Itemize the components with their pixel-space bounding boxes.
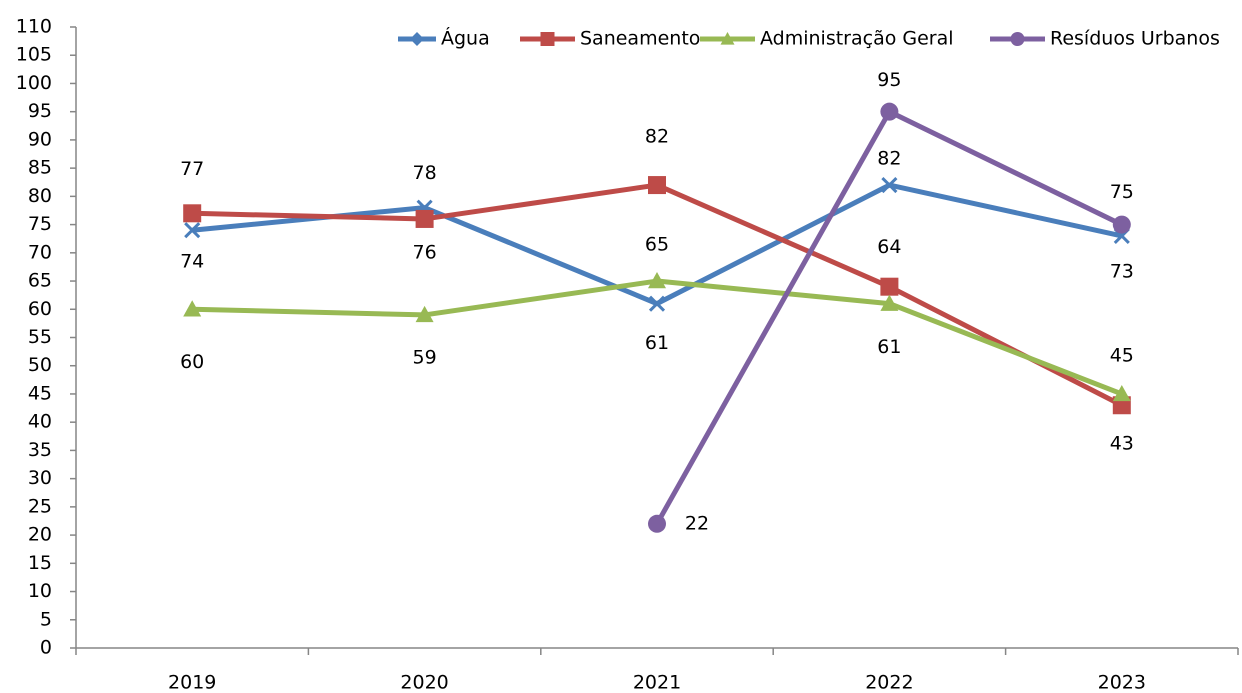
data-label: 95 — [877, 69, 901, 91]
y-tick-label: 35 — [28, 439, 52, 461]
y-tick-label: 110 — [16, 16, 52, 38]
y-tick-label: 10 — [28, 580, 52, 602]
data-label: 43 — [1110, 433, 1134, 455]
point — [648, 514, 666, 533]
data-label: 65 — [645, 234, 669, 256]
legend-label: Água — [441, 27, 490, 50]
x-tick-label: 2020 — [400, 672, 448, 693]
point — [648, 272, 666, 289]
data-label: 77 — [180, 158, 204, 180]
legend-marker — [410, 32, 424, 46]
point — [880, 294, 899, 311]
x-tick-label: 2019 — [168, 672, 216, 693]
y-tick-label: 65 — [28, 270, 52, 292]
data-label: 74 — [180, 251, 204, 273]
x-tick-label: 2022 — [865, 672, 913, 693]
y-tick-label: 80 — [28, 185, 52, 207]
y-tick-label: 85 — [28, 157, 52, 179]
point — [183, 300, 202, 317]
point — [648, 295, 666, 312]
y-tick-label: 20 — [28, 524, 52, 546]
legend-label: Resíduos Urbanos — [1050, 28, 1220, 50]
legend-marker — [720, 32, 735, 45]
y-tick-label: 95 — [28, 100, 52, 122]
y-tick-label: 75 — [28, 213, 52, 235]
y-tick-label: 25 — [28, 495, 52, 517]
data-label: 76 — [413, 241, 437, 263]
data-label: 22 — [685, 512, 709, 534]
point — [184, 222, 201, 239]
y-tick-label: 90 — [28, 128, 52, 150]
y-tick-label: 50 — [28, 354, 52, 376]
y-tick-label: 105 — [16, 44, 52, 66]
point — [881, 177, 898, 194]
point — [1112, 384, 1131, 402]
data-label: 82 — [645, 126, 669, 148]
y-tick-label: 40 — [28, 411, 52, 433]
series-line — [654, 109, 1123, 526]
y-tick-label: 30 — [28, 467, 52, 489]
data-label: 73 — [1110, 260, 1134, 282]
y-tick-label: 70 — [28, 241, 52, 263]
point — [415, 209, 434, 228]
data-label: 59 — [413, 346, 437, 368]
point — [415, 305, 434, 323]
y-tick-label: 15 — [28, 552, 52, 574]
point — [880, 102, 899, 121]
y-tick-label: 55 — [28, 326, 52, 348]
legend-label: Administração Geral — [760, 28, 954, 50]
x-tick-label: 2023 — [1098, 672, 1146, 693]
y-tick-label: 45 — [28, 382, 52, 404]
y-tick-label: 0 — [40, 637, 52, 659]
y-tick-label: 5 — [40, 608, 52, 630]
data-label: 61 — [877, 336, 901, 358]
y-tick-label: 60 — [28, 298, 52, 320]
legend-label: Saneamento — [580, 28, 700, 50]
point — [880, 277, 899, 296]
data-label: 78 — [413, 162, 437, 184]
data-label: 75 — [1110, 181, 1134, 203]
legend-marker — [540, 32, 555, 46]
point — [1112, 215, 1131, 234]
data-label: 64 — [877, 236, 901, 258]
data-label: 61 — [645, 332, 669, 354]
data-label: 45 — [1110, 344, 1134, 366]
series-line — [192, 182, 1123, 408]
data-label: 82 — [877, 148, 901, 170]
legend-marker — [1010, 32, 1025, 46]
y-tick-label: 100 — [16, 72, 52, 94]
point — [183, 204, 202, 223]
data-label: 60 — [180, 351, 204, 373]
x-tick-label: 2021 — [633, 672, 681, 693]
point — [648, 176, 666, 195]
